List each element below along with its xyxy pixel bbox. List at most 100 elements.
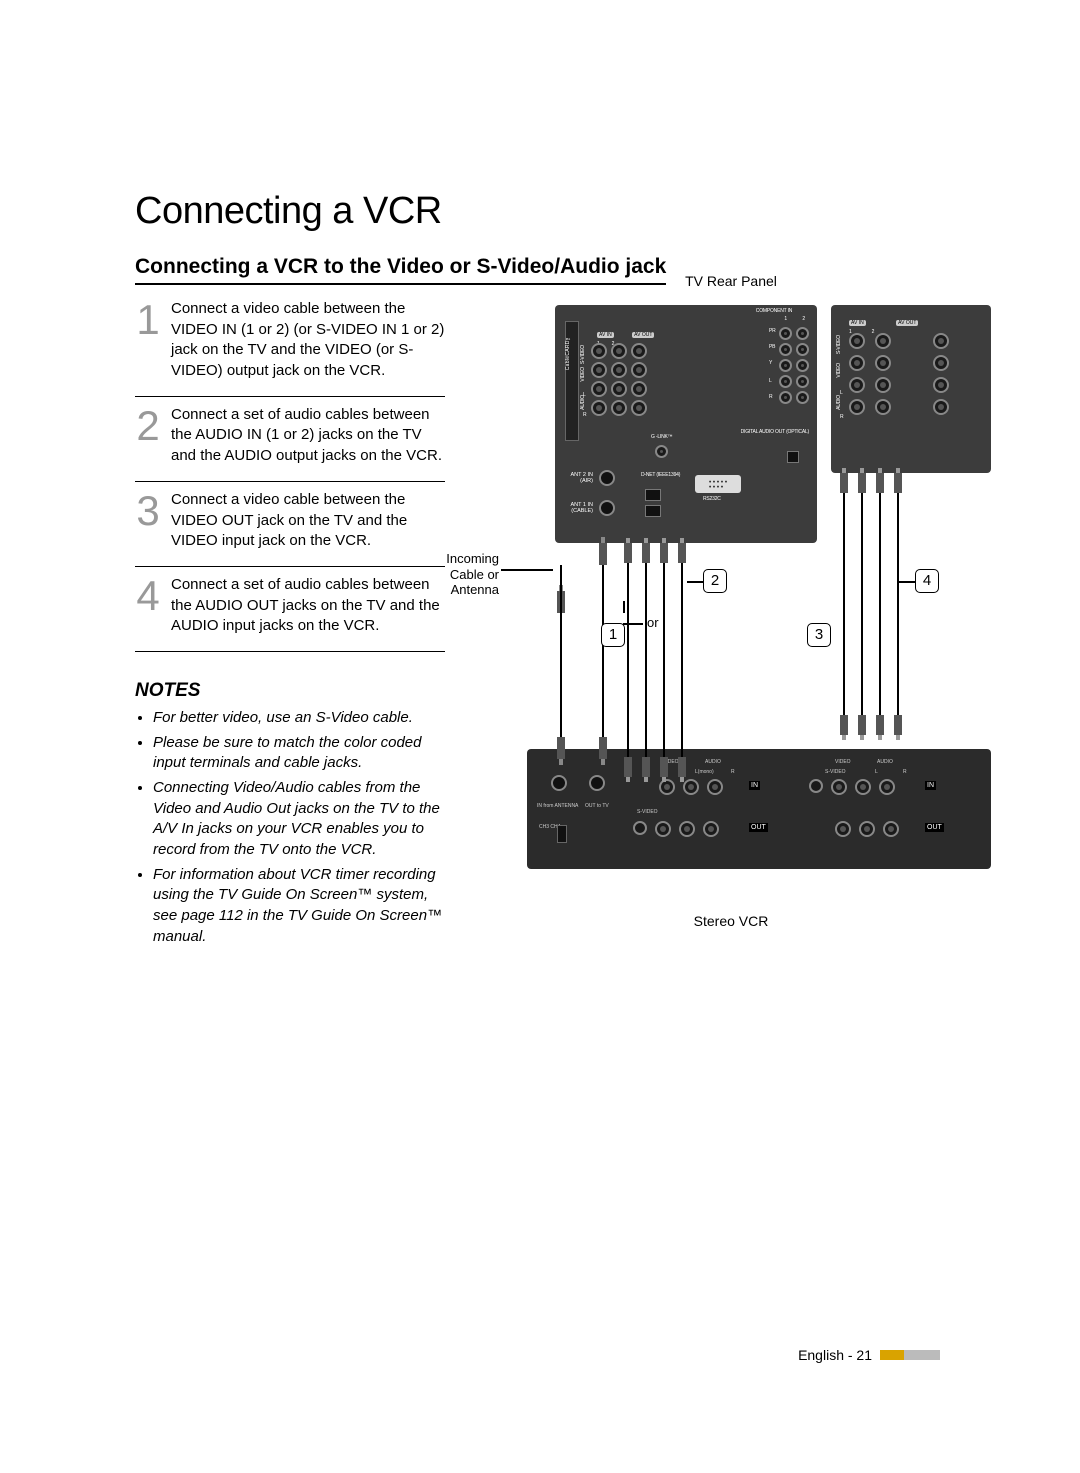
vcr-from-ant-label: IN from ANTENNA bbox=[537, 803, 578, 809]
cablecard-slot: CableCARD™ bbox=[565, 321, 579, 441]
vcr-mono-label: L(mono) bbox=[695, 769, 714, 775]
tv-component-ports: PR PB Y L R bbox=[779, 327, 809, 404]
vcr-svideo-label: S-VIDEO bbox=[637, 809, 658, 815]
optical-port bbox=[787, 451, 799, 463]
content-columns: 1 Connect a video cable between the VIDE… bbox=[135, 291, 950, 952]
comp-pr: PR bbox=[769, 329, 776, 334]
ant1-port bbox=[599, 500, 615, 516]
notes-list: For better video, use an S-Video cable. … bbox=[135, 708, 445, 948]
audio-l: L bbox=[583, 393, 586, 398]
coax-plug-vcr-in bbox=[557, 737, 565, 759]
page: Connecting a VCR Connecting a VCR to the… bbox=[0, 0, 1080, 1473]
vcr-in-row-2 bbox=[809, 779, 895, 795]
vcr-out-row-2 bbox=[835, 821, 899, 837]
step-4: 4 Connect a set of audio cables between … bbox=[135, 567, 445, 652]
coax-plug-tv bbox=[599, 543, 607, 565]
video-label: VIDEO bbox=[581, 367, 586, 382]
svideo-label: S-VIDEO bbox=[581, 345, 586, 364]
vcr-out-row bbox=[633, 821, 719, 837]
vcr-audio-label: AUDIO bbox=[705, 759, 721, 765]
connection-diagram: TV Rear Panel Stereo VCR CableCARD™ COMP… bbox=[471, 291, 991, 901]
av-in-pill: AV IN bbox=[597, 332, 614, 338]
callout-1: 1 bbox=[601, 623, 625, 647]
step-number: 2 bbox=[135, 405, 161, 467]
right-cable-group bbox=[839, 473, 903, 735]
tv-rear-panel: CableCARD™ COMPONENT IN 1 2 AV IN AV OUT… bbox=[555, 305, 817, 543]
vcr-in-tag-2: IN bbox=[925, 781, 936, 790]
or-tick bbox=[623, 601, 625, 613]
note-item: Connecting Video/Audio cables from the V… bbox=[153, 778, 445, 861]
comp-r: R bbox=[769, 395, 772, 400]
left-cable-group bbox=[623, 543, 687, 777]
callout-2: 2 bbox=[703, 569, 727, 593]
vcr-out-tag: OUT bbox=[749, 823, 768, 832]
step-text: Connect a set of audio cables between th… bbox=[171, 405, 445, 467]
callout-4: 4 bbox=[915, 569, 939, 593]
step-2: 2 Connect a set of audio cables between … bbox=[135, 397, 445, 482]
vcr-video-label-2: VIDEO bbox=[835, 759, 851, 765]
av-out-pill-zoom: AV OUT bbox=[896, 320, 918, 326]
comp-pb: PB bbox=[769, 345, 775, 350]
vcr-to-tv-label: OUT to TV bbox=[585, 803, 609, 809]
lead-4 bbox=[899, 581, 915, 583]
dnet-label: D-NET (IEEE1394) bbox=[641, 473, 680, 478]
note-item: For better video, use an S-Video cable. bbox=[153, 708, 445, 729]
coax-cable-tv bbox=[602, 565, 604, 743]
step-number: 1 bbox=[135, 299, 161, 382]
component-2-label: 2 bbox=[802, 317, 805, 322]
vcr-audio-label-2: AUDIO bbox=[877, 759, 893, 765]
component-1-label: 1 bbox=[784, 317, 787, 322]
incoming-leadline bbox=[501, 569, 553, 571]
step-text: Connect a set of audio cables between th… bbox=[171, 575, 445, 637]
glink-port bbox=[655, 445, 668, 458]
vcr-in-row bbox=[659, 779, 723, 795]
vcr-ch-switch bbox=[557, 825, 567, 843]
tv-rear-panel-zoom: AV IN AV OUT 1 2 S-VIDEO VIDEO AUDIO bbox=[831, 305, 991, 473]
dnet-port-1 bbox=[645, 489, 661, 501]
page-footer: English - 21 bbox=[798, 1347, 940, 1363]
zoom-audio-l: L bbox=[840, 391, 843, 396]
comp-y: Y bbox=[769, 361, 772, 366]
incoming-label: Incoming Cable or Antenna bbox=[437, 551, 499, 598]
tv-rear-panel-label: TV Rear Panel bbox=[471, 273, 991, 289]
step-3: 3 Connect a video cable between the VIDE… bbox=[135, 482, 445, 567]
av-in-pill-zoom: AV IN bbox=[849, 320, 866, 326]
footer-text: English - 21 bbox=[798, 1347, 872, 1363]
component-in-label: COMPONENT IN bbox=[739, 309, 809, 314]
stereo-vcr-label: Stereo VCR bbox=[471, 913, 991, 929]
zoom-audio-label: AUDIO bbox=[837, 395, 842, 410]
step-number: 3 bbox=[135, 490, 161, 552]
notes-heading: NOTES bbox=[135, 680, 445, 702]
steps-column: 1 Connect a video cable between the VIDE… bbox=[135, 291, 445, 952]
step-number: 4 bbox=[135, 575, 161, 637]
rs232c-label: RS232C bbox=[703, 497, 721, 502]
comp-l: L bbox=[769, 379, 772, 384]
callout-3: 3 bbox=[807, 623, 831, 647]
page-title: Connecting a VCR bbox=[135, 190, 950, 233]
tv-av-ports: S-VIDEO VIDEO AUDIO L R bbox=[591, 343, 647, 416]
ant2-label: ANT 2 IN (AIR) bbox=[563, 473, 593, 484]
vcr-ant-out bbox=[589, 775, 605, 791]
or-label: or bbox=[647, 615, 659, 630]
av-zoom-header: AV IN AV OUT 1 2 bbox=[849, 311, 918, 335]
vcr-ant-in bbox=[551, 775, 567, 791]
note-item: For information about VCR timer recordin… bbox=[153, 865, 445, 948]
ant2-port bbox=[599, 470, 615, 486]
ant1-label: ANT 1 IN (CABLE) bbox=[563, 503, 593, 514]
note-item: Please be sure to match the color coded … bbox=[153, 733, 445, 774]
diagram-column: TV Rear Panel Stereo VCR CableCARD™ COMP… bbox=[471, 291, 991, 952]
tv-zoom-ports: S-VIDEO VIDEO AUDIO L R bbox=[849, 333, 949, 415]
vcr-panel: IN from ANTENNA OUT to TV CH3 CH4 VIDEO … bbox=[527, 749, 991, 869]
footer-bar-icon bbox=[880, 1350, 940, 1360]
vcr-svideo-label-2: S-VIDEO bbox=[825, 769, 846, 775]
vcr-out-tag-2: OUT bbox=[925, 823, 944, 832]
lead-2 bbox=[687, 581, 703, 583]
cablecard-label: CableCARD™ bbox=[565, 334, 571, 370]
vcr-r-label-2: R bbox=[903, 769, 907, 775]
audio-r: R bbox=[583, 413, 586, 418]
digital-audio-label: DIGITAL AUDIO OUT (OPTICAL) bbox=[741, 430, 809, 435]
step-text: Connect a video cable between the VIDEO … bbox=[171, 490, 445, 552]
zoom-video-label: VIDEO bbox=[837, 363, 842, 378]
vcr-l-label-2: L bbox=[875, 769, 878, 775]
coax-plug-vcr-out bbox=[599, 737, 607, 759]
